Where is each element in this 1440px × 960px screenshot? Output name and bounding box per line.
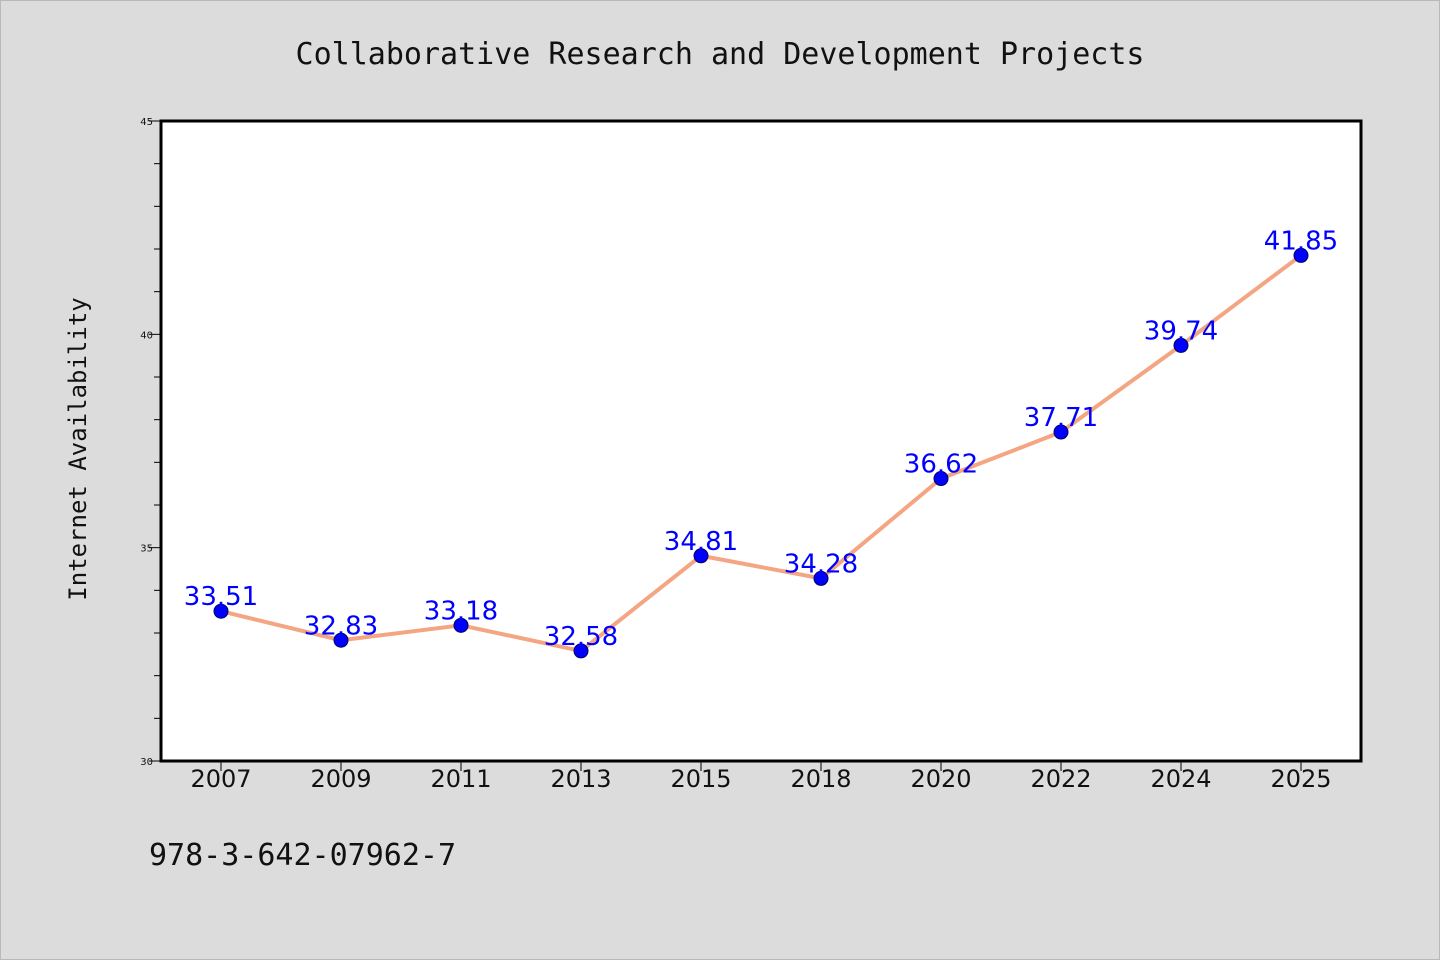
x-tick-label: 2007 xyxy=(190,765,251,793)
data-point xyxy=(213,603,229,619)
data-label: 36.62 xyxy=(904,450,978,480)
x-tick-label: 2011 xyxy=(430,765,491,793)
data-label: 32.58 xyxy=(544,622,618,652)
data-point xyxy=(813,570,829,586)
data-point xyxy=(933,471,949,487)
data-point xyxy=(693,548,709,564)
y-tick-label: 45 xyxy=(140,117,153,128)
data-label: 39.74 xyxy=(1144,316,1218,346)
data-point xyxy=(573,643,589,659)
y-tick-label: 30 xyxy=(140,757,153,768)
data-point xyxy=(1173,337,1189,353)
series-line xyxy=(220,253,1303,653)
data-label: 33.51 xyxy=(184,582,258,612)
data-label: 33.18 xyxy=(424,596,498,626)
series-layer xyxy=(213,247,1309,659)
x-tick-label: 2022 xyxy=(1030,765,1091,793)
x-tick-label: 2013 xyxy=(550,765,611,793)
data-label: 34.28 xyxy=(784,549,858,579)
plot-frame xyxy=(159,119,1363,763)
data-point xyxy=(1293,247,1309,263)
data-label: 37.71 xyxy=(1024,403,1098,433)
y-axis-label: Internet Availability xyxy=(64,297,92,600)
data-point xyxy=(333,632,349,648)
x-tick-label: 2015 xyxy=(670,765,731,793)
plot-area xyxy=(161,121,1361,761)
x-tick-label: 2018 xyxy=(790,765,851,793)
data-label: 41.85 xyxy=(1264,226,1338,256)
data-point xyxy=(453,617,469,633)
data-point xyxy=(1053,424,1069,440)
x-tick-label: 2020 xyxy=(910,765,971,793)
y-tick-label: 35 xyxy=(140,544,153,555)
x-axis: 2007 2009 2011 2013 2015 2018 2020 2022 2024 2025 xyxy=(190,761,1332,793)
y-tick-label: 40 xyxy=(140,330,153,341)
data-label: 32.83 xyxy=(304,611,378,641)
data-labels: 33.51 32.83 33.18 32.58 34.81 34.28 36.62 37.71… xyxy=(184,226,1338,652)
data-label: 34.81 xyxy=(664,527,738,557)
x-tick-label: 2025 xyxy=(1270,765,1331,793)
x-tick-label: 2009 xyxy=(310,765,371,793)
x-tick-label: 2024 xyxy=(1150,765,1211,793)
chart-title: Collaborative Research and Development P… xyxy=(296,37,1145,72)
footnote-isbn: 978-3-642-07962-7 xyxy=(149,838,456,873)
y-axis: 30 35 40 45 xyxy=(140,117,161,768)
